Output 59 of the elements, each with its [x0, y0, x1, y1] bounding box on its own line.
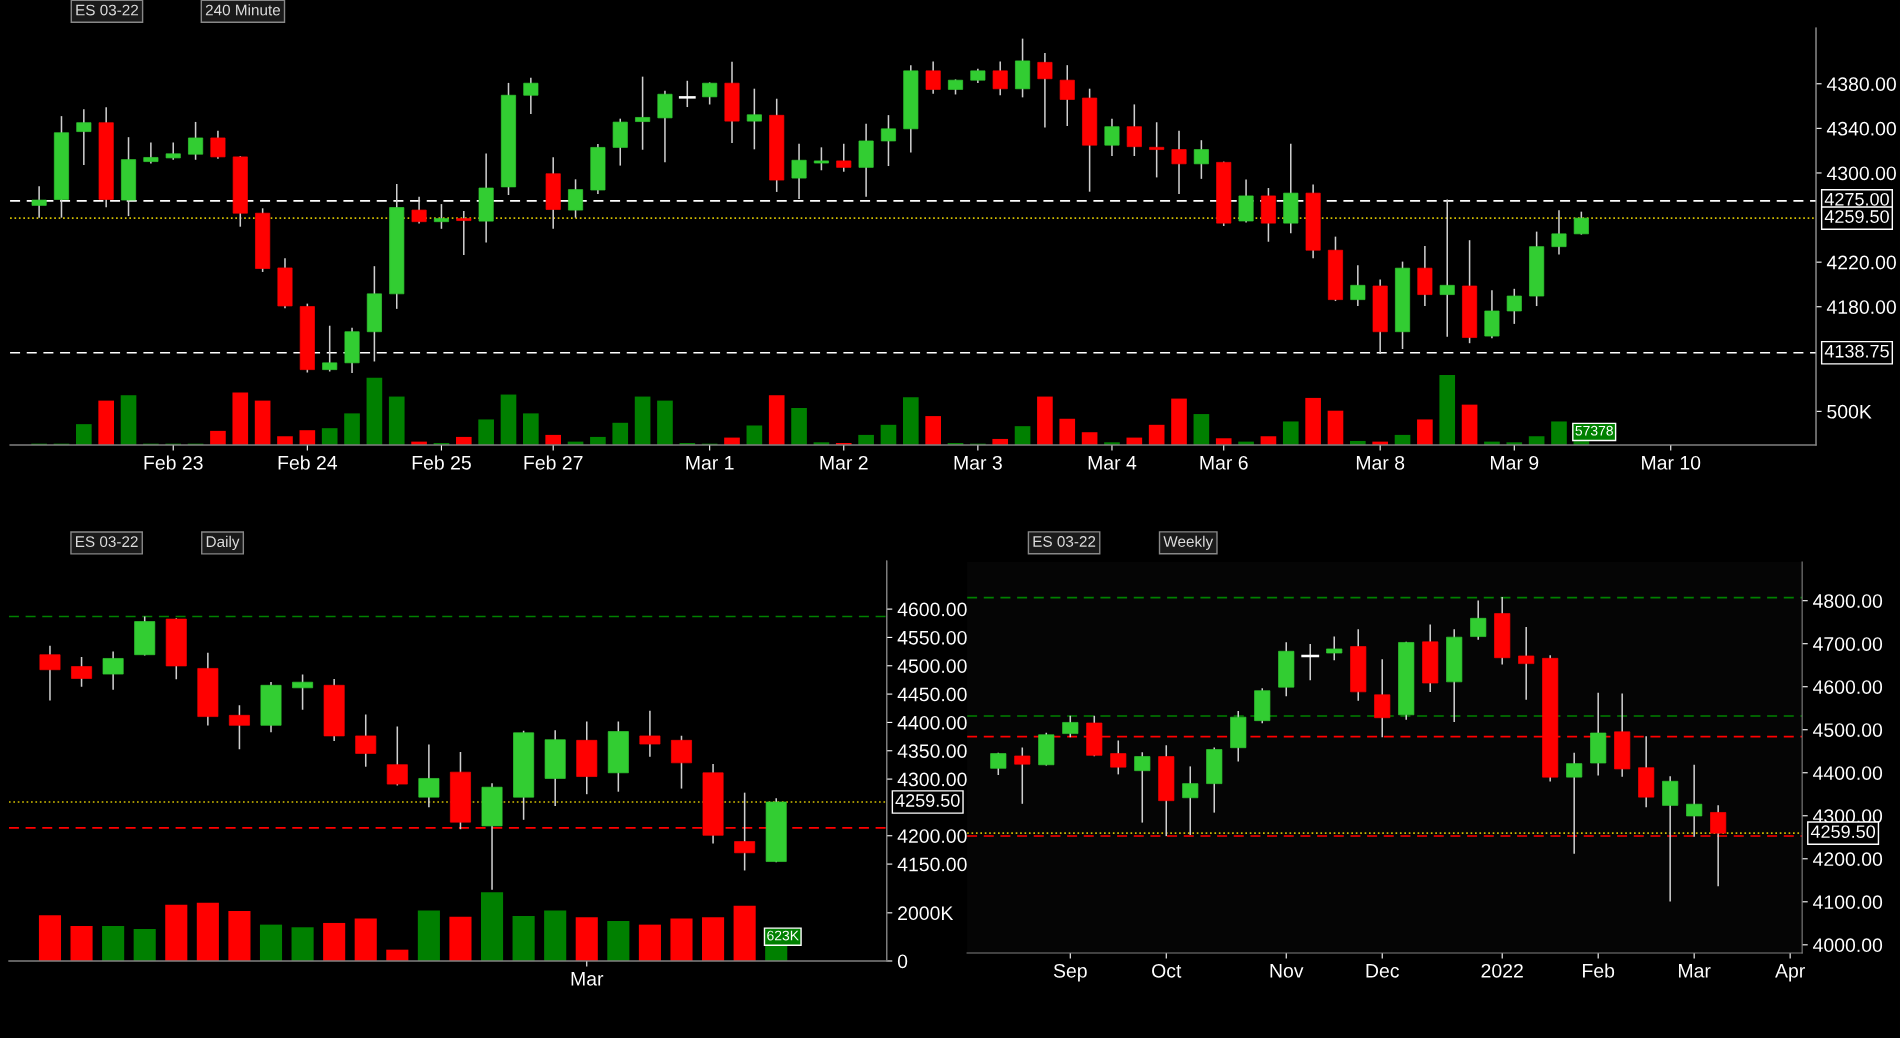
data-label: 623K — [767, 930, 799, 941]
y-tick-label: 4300.00 — [1826, 166, 1896, 181]
y-tick-label: 4220.00 — [1826, 255, 1896, 270]
y-tick-label: 4400.00 — [1813, 766, 1883, 780]
y2-tick-label: 0 — [897, 954, 908, 969]
y-tick-label: 4180.00 — [1826, 300, 1896, 314]
x-tick-label: Mar 10 — [1642, 455, 1701, 470]
y-tick-label: 4000.00 — [1813, 938, 1883, 953]
x-tick-label: Mar — [571, 972, 604, 986]
y-tick-label: 4600.00 — [1813, 680, 1883, 694]
x-tick-label: Feb 23 — [144, 455, 203, 470]
chart-subtitle: Daily — [206, 535, 240, 551]
x-tick-label: 2022 — [1481, 963, 1523, 978]
x-tick-label: Mar 2 — [820, 455, 868, 470]
y-tick-label: 4700.00 — [1813, 637, 1883, 651]
ref-line-label: 4138.75 — [1824, 344, 1889, 358]
y-tick-label: 4450.00 — [897, 687, 967, 702]
y2-tick-label: 2000K — [898, 906, 954, 921]
chart-subtitle: 240 Minute — [205, 4, 281, 16]
x-tick-label: Mar 9 — [1491, 455, 1539, 470]
x-tick-label: Feb — [1583, 963, 1615, 978]
y-tick-label: 4550.00 — [897, 630, 967, 645]
x-tick-label: Oct — [1152, 963, 1182, 978]
data-label: 57378 — [1575, 425, 1613, 436]
x-tick-label: Mar 4 — [1088, 456, 1137, 470]
chart-subtitle: Weekly — [1163, 535, 1214, 550]
chart-title: ES 03-22 — [76, 4, 139, 16]
ref-line-label: 4259.50 — [1810, 825, 1876, 839]
y-tick-label: 4200.00 — [1813, 852, 1883, 867]
x-tick-label: Feb 27 — [524, 455, 583, 470]
y-tick-label: 4380.00 — [1826, 77, 1896, 92]
x-tick-label: Sep — [1053, 963, 1087, 982]
ref-line-label: 4275.00 — [1824, 192, 1889, 206]
x-tick-label: Feb 24 — [278, 455, 338, 470]
x-tick-label: Dec — [1366, 964, 1399, 978]
y-tick-label: 4500.00 — [897, 659, 967, 673]
y-tick-label: 4350.00 — [897, 744, 967, 758]
x-tick-label: Mar 6 — [1200, 455, 1248, 470]
ref-line-label: 4259.50 — [1824, 210, 1889, 223]
y-tick-label: 4500.00 — [1813, 723, 1883, 737]
y-tick-label: 4100.00 — [1813, 895, 1883, 910]
x-tick-label: Mar 8 — [1356, 455, 1405, 470]
chart-title: ES 03-22 — [76, 536, 138, 548]
x-tick-label: Feb 25 — [412, 455, 471, 470]
x-tick-label: Apr — [1775, 964, 1805, 982]
x-tick-label: Nov — [1270, 964, 1304, 978]
y-tick-label: 4200.00 — [897, 829, 967, 843]
y-tick-label: 4400.00 — [897, 715, 967, 730]
y-tick-label: 4150.00 — [897, 857, 967, 872]
x-tick-label: Mar — [1679, 964, 1711, 978]
y-tick-label: 4800.00 — [1813, 594, 1883, 608]
x-tick-label: Mar 1 — [686, 456, 734, 470]
chart-title: ES 03-22 — [1033, 536, 1096, 547]
y2-tick-label: 500K — [1827, 404, 1872, 419]
y-tick-label: 4340.00 — [1826, 121, 1896, 136]
x-tick-label: Mar 3 — [954, 455, 1002, 470]
ref-line-label: 4259.50 — [895, 794, 960, 807]
y-tick-label: 4300.00 — [897, 772, 967, 787]
y-tick-label: 4600.00 — [897, 602, 967, 617]
